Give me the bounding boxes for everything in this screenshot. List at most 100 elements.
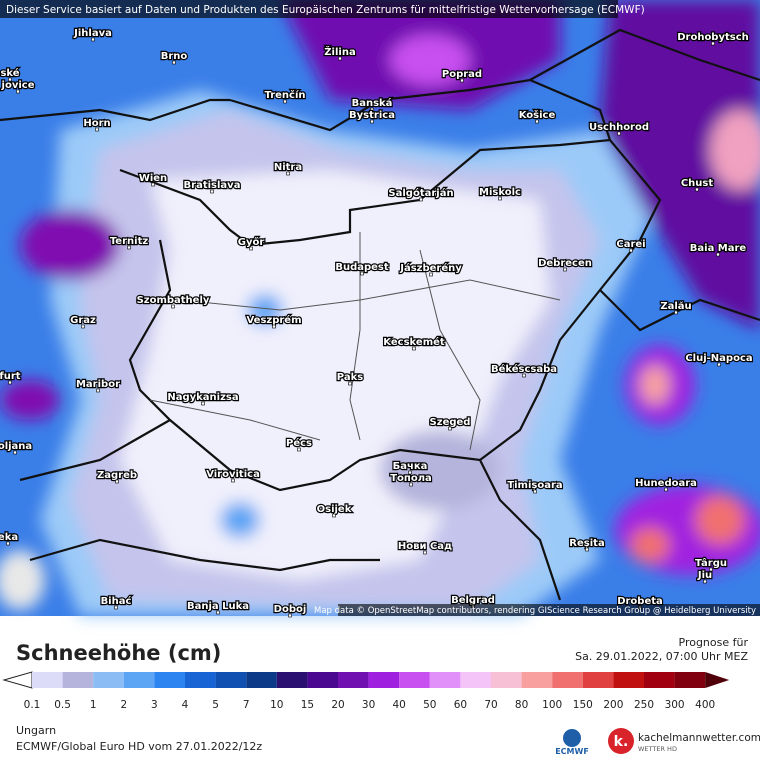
scale-arrow-high (705, 672, 730, 688)
city-marker (674, 310, 678, 315)
scale-label: 250 (634, 699, 654, 711)
city-marker (522, 373, 526, 378)
scale-swatch (246, 672, 277, 688)
scale-swatch (93, 672, 124, 688)
city-marker (6, 541, 10, 546)
city-marker (348, 381, 352, 386)
city-marker (171, 304, 175, 309)
city-label: Békéscsaba (491, 363, 557, 375)
city-label: Košice (519, 109, 556, 121)
city-label: Salgótarján (388, 187, 453, 199)
scale-swatch (460, 672, 491, 688)
city-label: Trenčín (264, 89, 305, 101)
city-label: Budapest (335, 262, 389, 273)
city-marker (709, 567, 713, 572)
city-label: Ternitz (110, 236, 149, 247)
city-marker (338, 56, 342, 61)
scale-swatch (644, 672, 675, 688)
scale-label: 80 (515, 699, 528, 711)
scale-label: 4 (182, 699, 189, 711)
city-label: Brno (161, 51, 188, 62)
city-label: Zagreb (97, 470, 137, 481)
city-label: furt (0, 371, 21, 382)
city-label: Bratislava (184, 180, 241, 191)
kachelmann-icon (608, 728, 634, 754)
scale-swatch (185, 672, 216, 688)
scale-label: 40 (393, 699, 406, 711)
scale-swatch (215, 672, 247, 688)
city-label: Drohobytsch (677, 32, 749, 43)
brand: kachelmannwetter.com (638, 732, 760, 744)
brand-sub: WETTER HD (638, 745, 677, 753)
city-label: Szeged (430, 417, 471, 428)
scale-swatch (429, 672, 461, 688)
map-attribution: Map data © OpenStreetMap contributors, r… (314, 606, 756, 616)
city-label: Nagykanizsa (167, 392, 238, 403)
city-marker (231, 478, 235, 483)
city-marker (249, 246, 253, 251)
scale-swatch (123, 672, 155, 688)
scale-label: 200 (603, 699, 623, 711)
scale-label: 60 (454, 699, 467, 711)
city-label: Zalău (660, 301, 691, 312)
forecast-time: Sa. 29.01.2022, 07:00 Uhr MEZ (575, 650, 748, 663)
scale-label: 400 (695, 699, 715, 711)
city-marker (332, 513, 336, 518)
city-label: Carei (616, 239, 645, 250)
city-marker (716, 252, 720, 257)
city-label: oljana (0, 441, 32, 452)
legend-panel: Schneehöhe (cm) Prognose für Sa. 29.01.2… (2, 636, 760, 756)
city-label: Hunedoara (635, 478, 697, 489)
city-label: Szombathely (137, 295, 210, 306)
city-label: Нови Сад (398, 541, 452, 552)
city-label: Бачка (393, 461, 428, 472)
scale-label: 50 (423, 699, 436, 711)
forecast-label: Prognose für (679, 636, 749, 649)
city-label: Horn (83, 118, 110, 129)
city-label: Uschhorod (589, 122, 649, 133)
scale-swatch (552, 672, 583, 688)
city-label: Timișoara (507, 480, 562, 491)
scale-label: 100 (542, 699, 562, 711)
city-marker (8, 77, 12, 82)
city-marker (81, 324, 85, 329)
city-label: Wien (139, 173, 167, 184)
city-marker (283, 99, 287, 104)
city-label: Poprad (442, 69, 482, 80)
scale-swatch (62, 672, 94, 688)
scale-swatch (276, 672, 308, 688)
city-label: Debrecen (538, 258, 592, 269)
city-marker (370, 119, 374, 124)
scale-swatch (338, 672, 369, 688)
city-marker (423, 550, 427, 555)
city-marker (201, 401, 205, 406)
city-marker (91, 37, 95, 42)
city-label: Nitra (274, 162, 302, 173)
scale-label: 150 (573, 699, 593, 711)
city-marker (711, 41, 715, 46)
city-marker (629, 248, 633, 253)
service-notice: Dieser Service basiert auf Daten und Pro… (6, 4, 645, 16)
map: Dieser Service basiert auf Daten und Pro… (0, 0, 760, 618)
city-label: Târgu (695, 557, 727, 569)
model-run: ECMWF/Global Euro HD vom 27.01.2022/12z (16, 740, 262, 753)
city-marker (114, 605, 118, 610)
city-marker (429, 272, 433, 277)
scale-label: 1 (90, 699, 97, 711)
scale-label: 15 (301, 699, 314, 711)
city-label: Jihlava (73, 28, 112, 39)
city-label: Veszprém (246, 314, 301, 326)
city-marker (8, 380, 12, 385)
legend-title: Schneehöhe (cm) (16, 641, 221, 665)
city-marker (13, 450, 17, 455)
scale-label: 10 (270, 699, 283, 711)
scale-swatch (368, 672, 400, 688)
kachelmann-icon-letter: k. (614, 734, 629, 750)
scale-label: 3 (151, 699, 158, 711)
city-marker (703, 579, 707, 584)
city-label: eka (0, 532, 18, 543)
city-label: Kecskemét (383, 336, 445, 348)
city-label: Győr (238, 236, 265, 248)
city-marker (695, 187, 699, 192)
